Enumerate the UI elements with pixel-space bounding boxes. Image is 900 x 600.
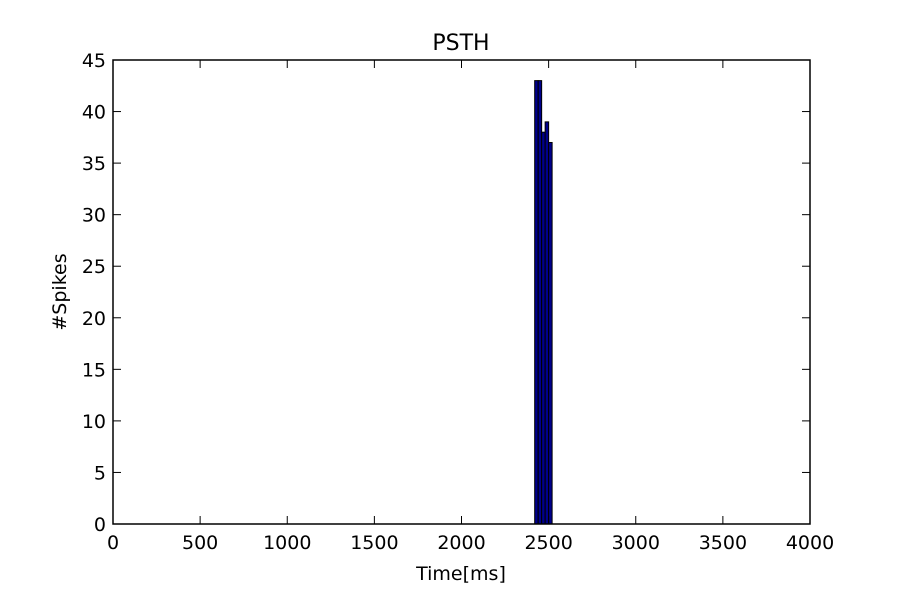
x-tick-label-3: 1500 xyxy=(350,532,398,554)
x-tick-label-0: 0 xyxy=(107,532,119,554)
x-tick-label-8: 4000 xyxy=(786,532,834,554)
chart-title: PSTH xyxy=(432,31,489,56)
y-tick-label-5: 25 xyxy=(82,256,106,278)
y-tick-label-9: 45 xyxy=(82,50,106,72)
x-tick-label-5: 2500 xyxy=(524,532,572,554)
histogram-bar-2 xyxy=(541,131,546,525)
x-axis-label: Time[ms] xyxy=(415,563,506,585)
plot-area xyxy=(112,59,811,525)
y-tick-label-2: 10 xyxy=(82,411,106,433)
y-tick-label-4: 20 xyxy=(82,308,106,330)
x-tick-label-1: 500 xyxy=(182,532,218,554)
y-tick-label-0: 0 xyxy=(94,514,106,536)
x-tick-label-4: 2000 xyxy=(437,532,485,554)
histogram-bar-4 xyxy=(548,141,553,525)
x-axis-ticks: 0 500 1000 1500 2000 2500 3000 3500 4000 xyxy=(107,60,834,554)
x-tick-label-6: 3000 xyxy=(612,532,660,554)
histogram-bar-1 xyxy=(537,80,543,525)
histogram-bar-0 xyxy=(534,80,539,525)
x-tick-label-7: 3500 xyxy=(699,532,747,554)
plot-background xyxy=(113,60,810,524)
x-tick-label-2: 1000 xyxy=(263,532,311,554)
y-tick-label-7: 35 xyxy=(82,153,106,175)
y-tick-label-8: 40 xyxy=(82,102,106,124)
y-axis-ticks: 0 5 10 15 20 25 30 35 40 45 xyxy=(82,50,810,536)
y-axis-label: #Spikes xyxy=(49,253,71,330)
y-tick-label-1: 5 xyxy=(94,462,106,484)
y-tick-label-3: 15 xyxy=(82,359,106,381)
histogram-bar-3 xyxy=(544,121,550,525)
y-tick-label-6: 30 xyxy=(82,205,106,227)
bar-series xyxy=(534,80,553,525)
